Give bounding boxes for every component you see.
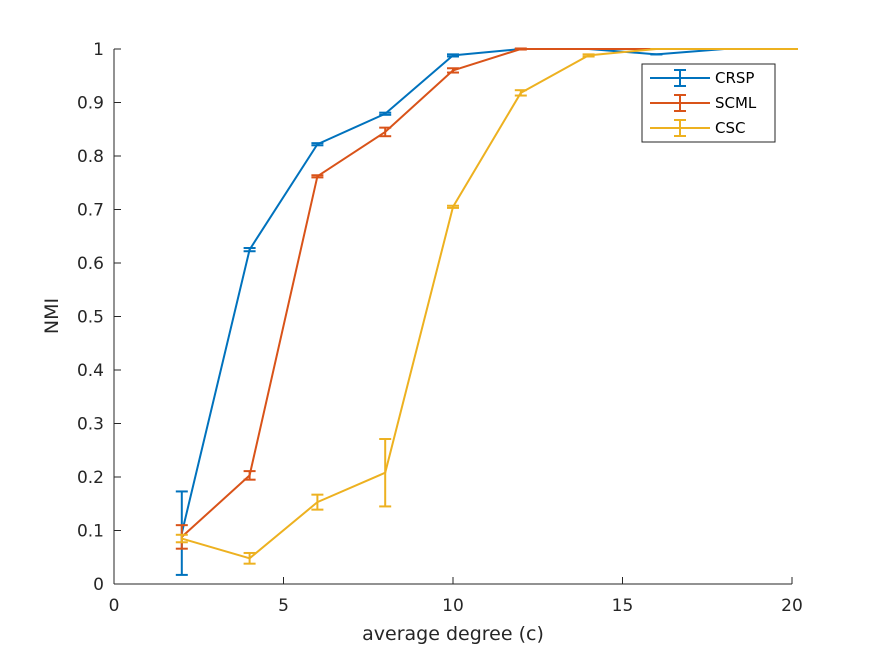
y-tick-label: 0.5 bbox=[77, 308, 104, 328]
legend: CRSP SCML CSC bbox=[641, 63, 776, 143]
x-tick-label: 15 bbox=[612, 596, 634, 616]
y-tick-label: 0.2 bbox=[77, 468, 104, 488]
legend-item-scml: SCML bbox=[650, 94, 757, 112]
legend-item-crsp: CRSP bbox=[650, 69, 754, 87]
x-tick-label: 20 bbox=[781, 596, 803, 616]
series-layer bbox=[175, 47, 798, 576]
y-tick-label: 0.8 bbox=[77, 147, 104, 167]
y-tick-label: 1 bbox=[93, 40, 104, 60]
x-tick-label: 5 bbox=[278, 596, 289, 616]
y-tick-label: 0.6 bbox=[77, 254, 104, 274]
legend-label: CRSP bbox=[715, 69, 754, 87]
y-tick-label: 0 bbox=[93, 575, 104, 595]
y-axis-label: NMI bbox=[41, 298, 63, 334]
x-tick-label: 0 bbox=[109, 596, 120, 616]
y-tick-label: 0.3 bbox=[77, 415, 104, 435]
y-tick-label: 0.4 bbox=[77, 361, 104, 381]
series-line-crsp bbox=[180, 48, 792, 534]
y-tick-label: 0.9 bbox=[77, 94, 104, 114]
axes-layer: 0 5 10 15 20 0 0.1 0.2 0.3 0.4 0.5 0.6 0.7 0.8 0.9 1 bbox=[77, 40, 803, 616]
y-tick-label: 0.7 bbox=[77, 201, 104, 221]
y-tick-label: 0.1 bbox=[77, 522, 104, 542]
legend-label: CSC bbox=[715, 119, 745, 137]
x-axis-label: average degree (c) bbox=[362, 623, 544, 645]
series-line-csc bbox=[181, 48, 792, 560]
legend-label: SCML bbox=[715, 94, 757, 112]
series-csc bbox=[175, 48, 798, 565]
legend-item-csc: CSC bbox=[650, 119, 745, 137]
x-tick-label: 10 bbox=[442, 596, 464, 616]
